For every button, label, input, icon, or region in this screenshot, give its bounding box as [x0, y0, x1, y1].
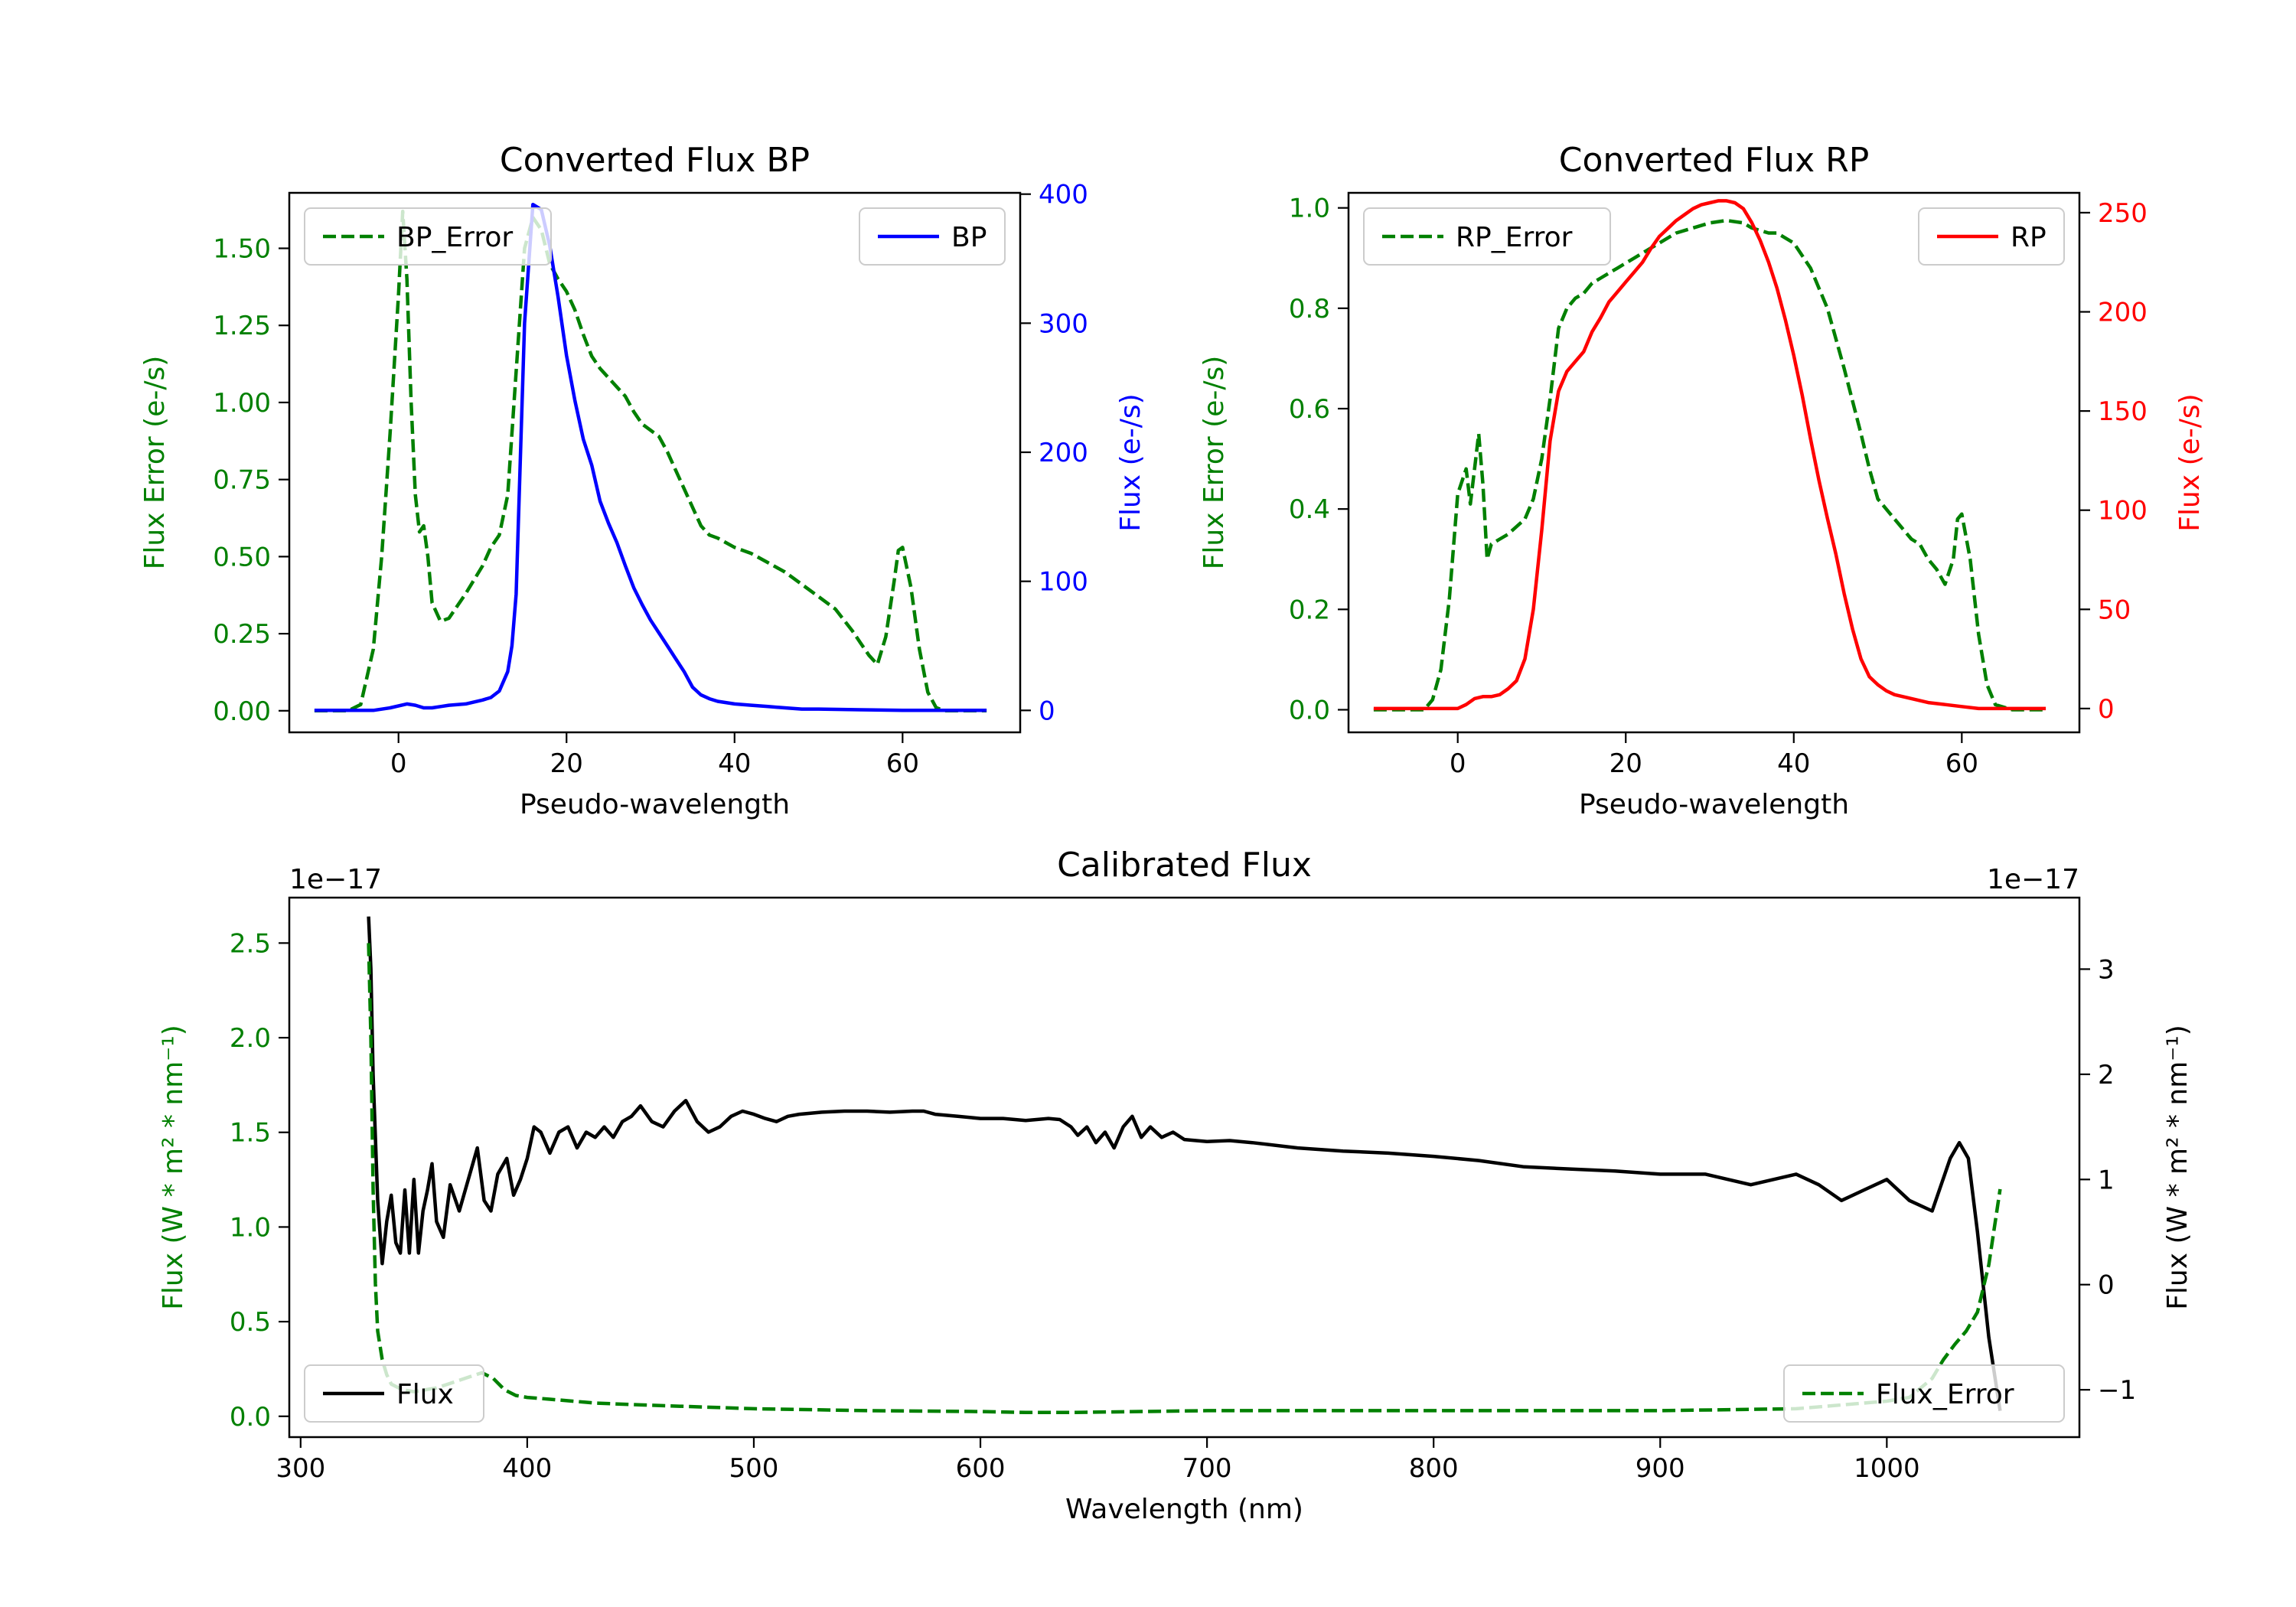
legend-label: BP_Error — [396, 222, 513, 253]
legend-box — [1783, 1364, 2065, 1423]
x-tick-label: 400 — [502, 1453, 552, 1484]
y-right-axis-label: Flux (e-/s) — [1115, 393, 1146, 531]
series-line-bp-error — [314, 209, 987, 713]
chart-title: Converted Flux BP — [500, 141, 810, 180]
y-left-tick-label: 0.5 — [230, 1307, 271, 1338]
y-right-tick-label: 100 — [2098, 496, 2148, 526]
y-left-tick-label: 1.0 — [1289, 194, 1330, 224]
y-right-tick-label: 300 — [1039, 308, 1088, 339]
x-tick-label: 60 — [1945, 748, 1978, 779]
y-left-tick-label: 2.5 — [230, 928, 271, 959]
y-left-tick-label: 1.00 — [213, 388, 271, 419]
y-left-tick-label: 1.50 — [213, 234, 271, 265]
legend-rp-error: RP_Error — [1363, 207, 1611, 266]
legend-label: BP — [951, 222, 987, 253]
series-line-bp — [314, 202, 987, 712]
series-line-flux-error — [367, 943, 2002, 1415]
y-right-axis-label: Flux (e-/s) — [2174, 393, 2206, 531]
y-left-tick-label: 0.00 — [213, 696, 271, 727]
y-right-tick-label: 250 — [2098, 198, 2148, 229]
y-right-tick-label: 50 — [2098, 595, 2131, 625]
x-tick-label: 20 — [1609, 748, 1642, 779]
y-left-tick-label: 0.0 — [1289, 695, 1330, 725]
x-tick-label: 300 — [276, 1453, 325, 1484]
y-left-axis-label: Flux Error (e-/s) — [139, 356, 171, 570]
x-tick-label: 800 — [1409, 1453, 1459, 1484]
legend-flux-error: Flux_Error — [1783, 1364, 2065, 1423]
legend-label: RP — [2011, 222, 2047, 253]
chart-panel-2: 0 20 40 60 Pseudo-wavelength 0.0 0.2 0.4 0.6 0.8 1… — [1199, 141, 2206, 820]
y-right-tick-label: 0 — [2098, 1270, 2115, 1301]
x-tick-label: 500 — [729, 1453, 779, 1484]
chart-panel-1: 0 20 40 60 Pseudo-wavelength 0.00 0.25 0.50 0.75… — [139, 141, 1146, 820]
y-right-tick-label: 400 — [1039, 180, 1088, 210]
x-axis-label: Pseudo-wavelength — [520, 789, 790, 820]
legend-label: RP_Error — [1456, 222, 1573, 253]
legend-flux: Flux — [304, 1364, 484, 1423]
x-tick-label: 1000 — [1854, 1453, 1920, 1484]
plot-frame — [288, 191, 1022, 734]
y-left-tick-label: 1.0 — [230, 1212, 271, 1243]
series-line-flux — [367, 916, 2002, 1411]
x-tick-label: 700 — [1182, 1453, 1232, 1484]
y-right-tick-label: 0 — [2098, 694, 2115, 725]
y-left-tick-label: 1.5 — [230, 1118, 271, 1149]
x-axis-label: Pseudo-wavelength — [1579, 789, 1849, 820]
y-right-tick-label: 200 — [2098, 298, 2148, 328]
legend-rp: RP — [1918, 207, 2065, 266]
plot-frame — [1347, 191, 2081, 734]
x-axis-label: Wavelength (nm) — [1065, 1494, 1303, 1525]
chart-title: Calibrated Flux — [1057, 846, 1312, 885]
legend-bp: BP — [859, 207, 1006, 266]
y-left-offset-label: 1e−17 — [289, 864, 382, 895]
y-right-tick-label: 100 — [1039, 567, 1088, 598]
chart-panel-3: 300 400 500 600 700 800 900 1000 Wavelength (nm)… — [158, 846, 2193, 1525]
y-left-tick-label: 0.2 — [1289, 595, 1330, 625]
y-left-tick-label: 0.75 — [213, 465, 271, 496]
y-left-tick-label: 0.8 — [1289, 294, 1330, 324]
y-left-tick-label: 0.6 — [1289, 394, 1330, 425]
y-left-tick-label: 0.0 — [230, 1402, 271, 1433]
x-tick-label: 40 — [1777, 748, 1810, 779]
legend-label: Flux_Error — [1876, 1379, 2014, 1410]
x-tick-label: 20 — [550, 748, 583, 779]
y-left-tick-label: 1.25 — [213, 311, 271, 341]
legend-label: Flux — [396, 1379, 454, 1410]
x-tick-label: 600 — [956, 1453, 1006, 1484]
series-line-rp-error — [1373, 218, 2047, 712]
plot-frame — [288, 896, 2081, 1439]
y-right-tick-label: 2 — [2098, 1060, 2115, 1090]
y-left-tick-label: 2.0 — [230, 1023, 271, 1054]
series-line-rp — [1373, 199, 2047, 711]
y-left-tick-label: 0.25 — [213, 619, 271, 650]
chart-title: Converted Flux RP — [1559, 141, 1870, 180]
y-right-tick-label: 1 — [2098, 1165, 2115, 1195]
y-left-tick-label: 0.4 — [1289, 494, 1330, 525]
y-left-axis-label: Flux (W * m² * nm⁻¹) — [158, 1025, 189, 1310]
y-right-tick-label: −1 — [2098, 1375, 2136, 1406]
x-tick-label: 0 — [1450, 748, 1466, 779]
legend-box — [304, 1364, 484, 1423]
legend-box — [1363, 207, 1611, 266]
x-tick-label: 40 — [718, 748, 751, 779]
y-right-tick-label: 150 — [2098, 396, 2148, 427]
legend-box — [304, 207, 552, 266]
y-right-tick-label: 0 — [1039, 696, 1055, 726]
y-right-axis-label: Flux (W * m² * nm⁻¹) — [2162, 1025, 2193, 1310]
y-left-axis-label: Flux Error (e-/s) — [1199, 356, 1230, 570]
legend-bp-error: BP_Error — [304, 207, 552, 266]
y-right-tick-label: 3 — [2098, 954, 2115, 985]
y-right-tick-label: 200 — [1039, 438, 1088, 468]
x-tick-label: 900 — [1636, 1453, 1685, 1484]
y-right-offset-label: 1e−17 — [1987, 864, 2079, 895]
x-tick-label: 0 — [390, 748, 407, 779]
x-tick-label: 60 — [886, 748, 919, 779]
y-left-tick-label: 0.50 — [213, 542, 271, 572]
